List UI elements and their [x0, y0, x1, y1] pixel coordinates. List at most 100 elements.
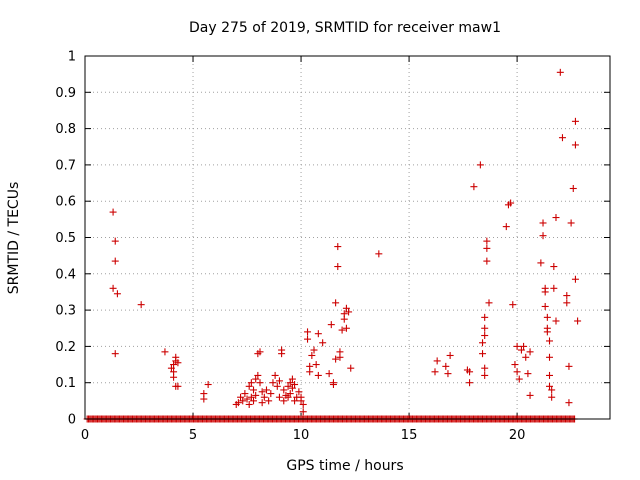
data-point — [558, 134, 566, 142]
data-point — [256, 379, 264, 387]
data-point — [565, 399, 573, 407]
data-point — [548, 393, 556, 401]
data-point — [481, 371, 489, 379]
data-point — [284, 393, 292, 401]
data-point — [250, 386, 258, 394]
data-point — [200, 390, 208, 398]
data-point — [109, 284, 117, 292]
data-point — [245, 400, 253, 408]
data-point — [481, 324, 489, 332]
data-point — [340, 315, 348, 323]
data-point — [314, 371, 322, 379]
data-point — [485, 299, 493, 307]
data-point — [569, 184, 577, 192]
data-point — [252, 375, 260, 383]
data-point — [291, 397, 299, 405]
data-point — [325, 370, 333, 378]
data-point — [524, 370, 532, 378]
data-point — [172, 382, 180, 390]
data-point — [137, 301, 145, 309]
data-point — [267, 390, 275, 398]
grid — [85, 56, 610, 419]
data-point — [550, 263, 558, 271]
data-point — [444, 370, 452, 378]
data-point — [109, 208, 117, 216]
data-point — [234, 399, 242, 407]
x-tick-label: 5 — [189, 428, 197, 443]
data-point — [334, 263, 342, 271]
data-point — [250, 397, 258, 405]
data-point — [479, 350, 487, 358]
y-tick-label: 1 — [68, 50, 76, 65]
data-point — [271, 371, 279, 379]
data-point — [546, 353, 554, 361]
data-point — [334, 243, 342, 251]
data-point — [481, 332, 489, 340]
data-point — [522, 353, 530, 361]
data-point — [476, 161, 484, 169]
data-point — [286, 379, 294, 387]
data-point — [239, 397, 247, 405]
data-point — [546, 382, 554, 390]
data-point — [563, 292, 571, 300]
data-point — [288, 384, 296, 392]
data-point — [161, 348, 169, 356]
data-point — [539, 232, 547, 240]
data-point — [273, 382, 281, 390]
data-point — [297, 393, 305, 401]
y-tick-label: 0.7 — [55, 158, 76, 173]
data-point — [286, 390, 294, 398]
data-point — [515, 375, 523, 383]
x-tick-label: 15 — [401, 428, 418, 443]
data-point — [552, 317, 560, 325]
data-point — [565, 362, 573, 370]
data-points — [83, 68, 582, 423]
data-point — [571, 117, 579, 125]
data-point — [167, 364, 175, 372]
data-point — [442, 362, 450, 370]
data-point — [254, 371, 262, 379]
data-point — [342, 324, 350, 332]
y-tick-label: 0.3 — [55, 304, 76, 319]
data-point — [543, 328, 551, 336]
data-point — [548, 386, 556, 394]
data-point — [336, 353, 344, 361]
data-point — [431, 368, 439, 376]
data-point — [304, 335, 312, 343]
data-point — [571, 141, 579, 149]
data-point — [541, 302, 549, 310]
data-point — [332, 355, 340, 363]
data-point — [574, 317, 582, 325]
data-point — [347, 364, 355, 372]
data-point — [567, 219, 575, 227]
data-point — [241, 390, 249, 398]
data-point — [245, 382, 253, 390]
data-point — [204, 381, 212, 389]
data-point — [479, 339, 487, 347]
data-point — [520, 342, 528, 350]
data-point — [332, 299, 340, 307]
data-point — [111, 237, 119, 245]
data-point — [280, 397, 288, 405]
x-tick-label: 0 — [81, 428, 89, 443]
data-point — [170, 373, 178, 381]
data-point — [256, 348, 264, 356]
y-tick-label: 0.9 — [55, 86, 76, 101]
data-point — [481, 364, 489, 372]
data-point — [237, 393, 245, 401]
data-point — [507, 199, 515, 207]
data-point — [299, 408, 307, 416]
data-point — [345, 308, 353, 316]
data-point — [517, 346, 525, 354]
chart-title: Day 275 of 2019, SRMTID for receiver maw… — [189, 20, 501, 36]
data-point — [113, 290, 121, 298]
data-point — [314, 330, 322, 338]
data-point — [546, 337, 554, 345]
data-point — [260, 393, 268, 401]
data-point — [111, 257, 119, 265]
data-point — [502, 223, 510, 231]
data-point — [375, 250, 383, 258]
data-point — [291, 381, 299, 389]
